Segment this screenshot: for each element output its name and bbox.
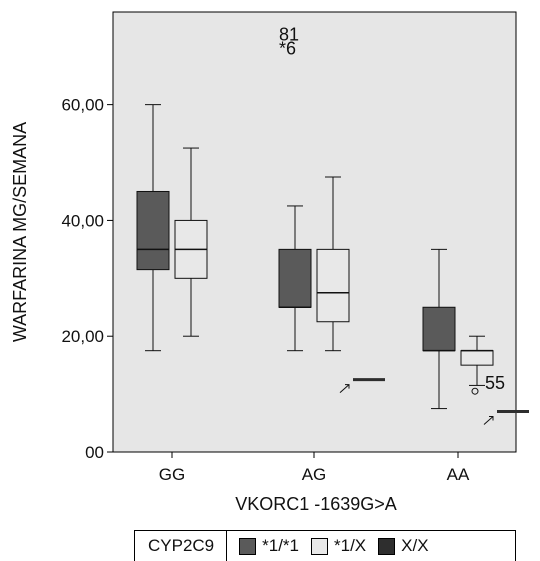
x-tick-label: AG <box>302 465 327 484</box>
x-axis: GG AG AA <box>113 451 516 484</box>
outlier-marker-circle <box>471 387 479 395</box>
legend-swatch-x-x <box>378 537 396 555</box>
plot-area <box>112 11 517 453</box>
outlier-label: 55 <box>485 373 505 393</box>
outlier-label: 81 <box>279 24 299 44</box>
legend-item-1-1: *1/*1 <box>239 536 299 556</box>
x-tick-label: AA <box>447 465 470 484</box>
outlier-label: *6 <box>279 39 296 59</box>
legend-label-1-x: *1/X <box>334 536 367 555</box>
arrow-marker <box>339 384 350 394</box>
y-tick-label: 00 <box>85 443 104 462</box>
legend-swatch-1-x <box>311 537 329 555</box>
x-axis-label: VKORC1 -1639G>A <box>235 494 397 514</box>
y-tick-label: 40,00 <box>61 211 104 230</box>
y-axis: 00 20,00 40,00 60,00 <box>61 12 114 462</box>
y-tick-label: 20,00 <box>61 327 104 346</box>
boxes <box>136 104 529 425</box>
arrow-head <box>489 415 494 421</box>
box-iqr <box>278 248 312 308</box>
legend: CYP2C9 *1/*1 *1/X X/X <box>134 530 516 561</box>
box-aa-series-3 <box>483 409 529 425</box>
legend-title: CYP2C9 <box>135 531 228 561</box>
legend-swatch-1-1 <box>239 537 257 555</box>
arrow-head <box>345 384 350 389</box>
legend-label-1-1: *1/*1 <box>262 536 300 555</box>
box-gg-series-2 <box>174 147 208 337</box>
legend-item-1-x: *1/X <box>311 536 366 556</box>
y-tick-label: 60,00 <box>61 96 104 115</box>
arrow-marker <box>483 416 494 425</box>
box-iqr <box>136 190 170 271</box>
outlier-6: *6 <box>279 39 296 59</box>
y-axis-label: WARFARINA MG/SEMANA <box>10 122 30 342</box>
x-tick-label: GG <box>159 465 185 484</box>
box-ag-series-2 <box>316 176 350 352</box>
outliers: 81*6 55 <box>279 24 505 395</box>
legend-item-x-x: X/X <box>378 536 429 556</box>
outlier-81: 81 <box>279 24 299 44</box>
box-aa-series-1 <box>422 248 456 410</box>
box-aa-series-2 <box>460 335 494 386</box>
box-ag-series-1 <box>278 205 312 352</box>
box-iqr <box>460 350 494 366</box>
outlier-55: 55 <box>471 373 505 395</box>
boxplot-chart: 00 20,00 40,00 60,00 GG AG AA 81*6 55 WARFARIN… <box>10 11 529 514</box>
legend-label-x-x: X/X <box>401 536 429 555</box>
box-iqr <box>422 306 456 352</box>
box-ag-series-3 <box>339 378 385 394</box>
box-iqr <box>316 248 350 323</box>
box-gg-series-1 <box>136 104 170 352</box>
